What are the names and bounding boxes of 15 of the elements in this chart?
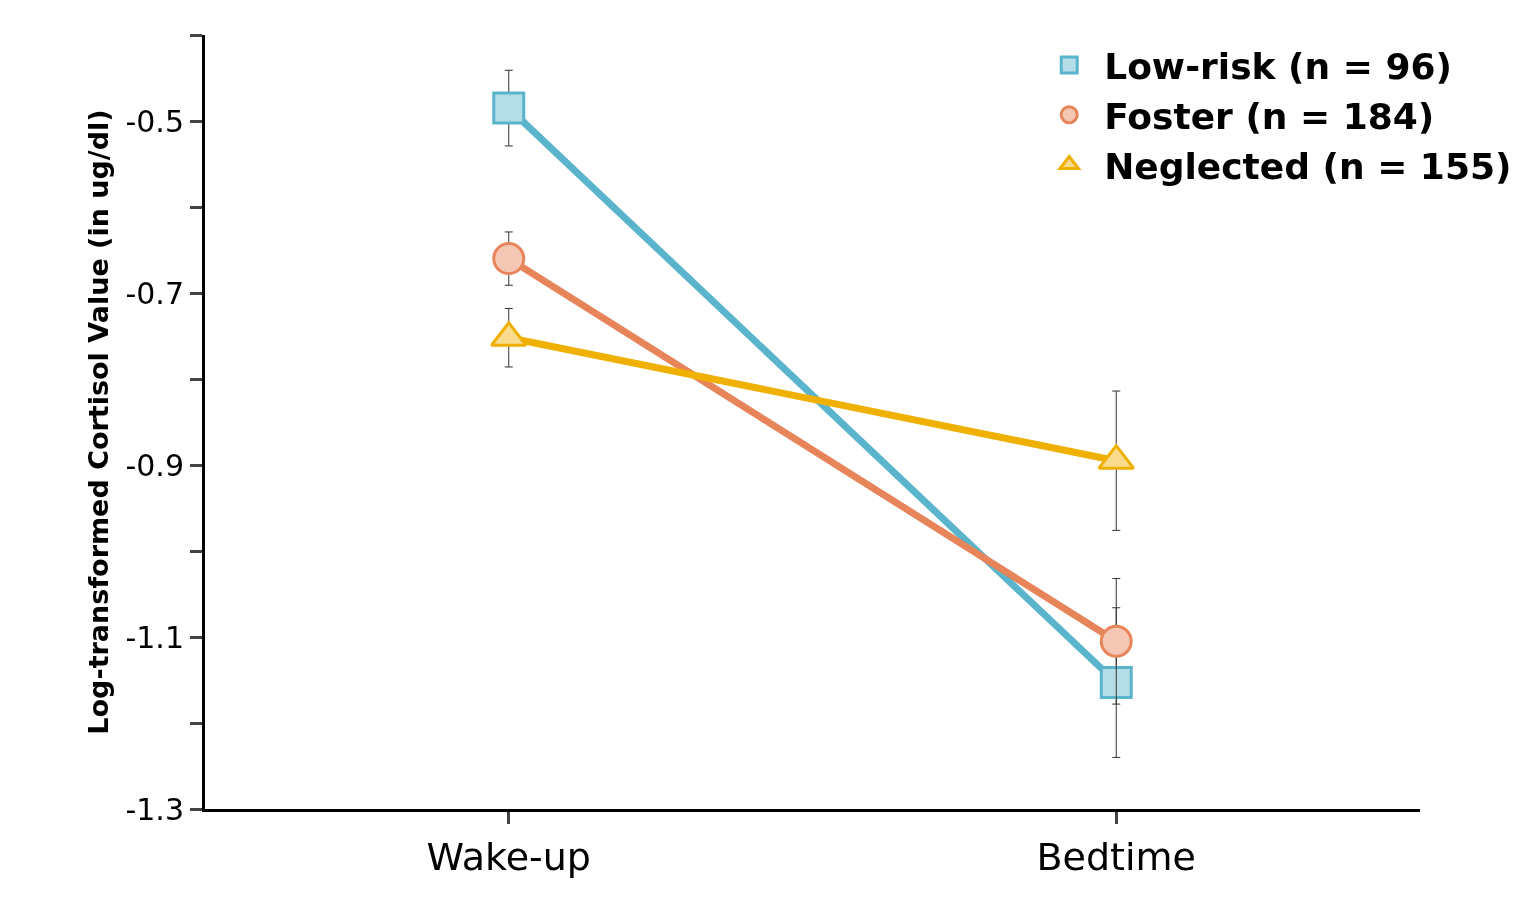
legend-label: Neglected (n = 155) [1104,145,1512,187]
y-tick-label: -1.3 [125,791,184,827]
y-tick-label: -0.9 [125,447,184,483]
point [492,91,526,125]
legend-label: Foster (n = 184) [1104,95,1435,137]
y-tick-label: -0.5 [125,103,184,139]
y-tick-label: -1.1 [125,619,184,655]
x-tick-label: Bedtime [1036,834,1196,879]
point [1099,624,1133,658]
x-tick-label: Wake-up [426,834,591,879]
point [492,242,526,276]
point [1099,666,1133,700]
y-axis-title: Log-transformed Cortisol Value (in ug/dl) [82,109,114,735]
legend-label: Low-risk (n = 96) [1104,45,1452,87]
y-tick-label: -0.7 [125,275,184,311]
